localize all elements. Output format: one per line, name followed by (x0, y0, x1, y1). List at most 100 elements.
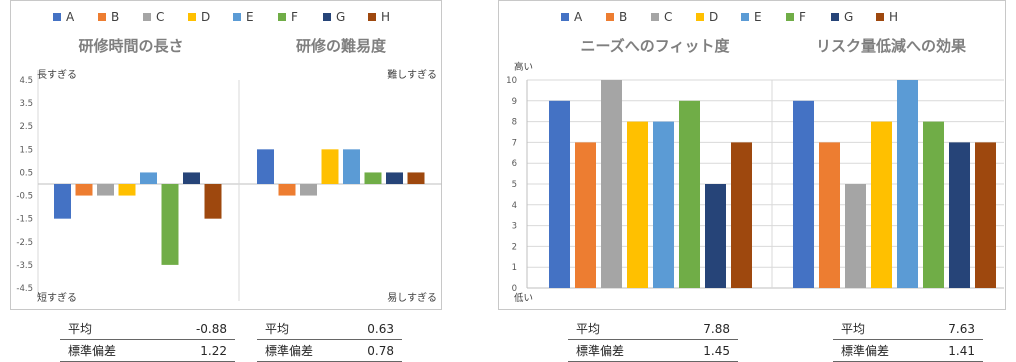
legend-label: H (889, 10, 898, 24)
y-tick-label: 3 (512, 222, 517, 232)
bar (204, 184, 222, 219)
bar (257, 149, 274, 184)
bar (975, 142, 996, 288)
panel-bottom-label: 短すぎる (37, 291, 77, 304)
legend-label: B (111, 10, 119, 24)
bar (793, 100, 814, 288)
bar (897, 80, 918, 288)
legend-label: F (291, 10, 298, 24)
y-top-label: 高い (514, 61, 533, 73)
bar (364, 172, 382, 184)
chart-left-svg: A B C D E F G H 4.5 3.5 2.5 1.5 0.5 -0.5 -1.5 -2.5 -3.5 -… (16, 10, 442, 304)
bar (54, 184, 71, 219)
y-tick-label: 0 (512, 284, 517, 294)
legend-swatch (741, 13, 749, 21)
legend-label: A (574, 10, 583, 24)
bar (118, 184, 136, 196)
y-tick-label: -2.5 (16, 238, 33, 248)
bar (75, 184, 93, 196)
y-tick-label: 10 (506, 76, 517, 86)
chart-left-panel: A B C D E F G H 4.5 3.5 2.5 1.5 0.5 -0.5 -1.5 -2.5 -3.5 -… (10, 0, 442, 310)
y-tick-label: -0.5 (16, 192, 33, 202)
stats-sd-label: 標準偏差 (568, 339, 633, 362)
panel-title: リスク量低減への効果 (816, 37, 967, 55)
bar (845, 184, 866, 288)
legend-label: B (619, 10, 627, 24)
legend-label: A (66, 10, 75, 24)
y-tick-label: 2.5 (19, 122, 33, 132)
legend-label: E (754, 10, 762, 24)
legend-swatch (233, 13, 241, 21)
stats-mean-label: 平均 (568, 318, 633, 340)
bar (407, 172, 425, 184)
bar (386, 172, 403, 184)
legend-swatch (53, 13, 61, 21)
legend-label: G (336, 10, 345, 24)
bar (140, 172, 157, 184)
legend-label: H (381, 10, 390, 24)
bar (278, 184, 296, 196)
stats-table-difficulty: 平均 0.63 標準偏差 0.78 (257, 318, 403, 362)
legend-label: D (709, 10, 718, 24)
bar (549, 100, 570, 288)
bar (679, 100, 700, 288)
bar (183, 172, 200, 184)
y-tick-label: 9 (512, 97, 517, 107)
y-tick-label: 5 (512, 180, 517, 190)
y-tick-label: 4.5 (19, 76, 33, 86)
y-tick-label: -1.5 (16, 215, 33, 225)
legend-swatch (278, 13, 286, 21)
legend-swatch (98, 13, 106, 21)
stats-sd-label: 標準偏差 (60, 339, 125, 362)
y-tick-label: 7 (512, 138, 517, 148)
bar (97, 184, 114, 196)
legend-label: G (844, 10, 853, 24)
stats-mean-value: -0.88 (124, 318, 236, 340)
stats-sd-label: 標準偏差 (833, 339, 898, 362)
bar (575, 142, 596, 288)
y-tick-label: -3.5 (16, 261, 33, 271)
stats-table-time: 平均 -0.88 標準偏差 1.22 (60, 318, 236, 362)
y-tick-label: 3.5 (19, 99, 33, 109)
legend-swatch (876, 13, 884, 21)
legend-swatch (831, 13, 839, 21)
stats-mean-label: 平均 (60, 318, 125, 340)
stats-mean-label: 平均 (257, 318, 322, 340)
bar (731, 142, 752, 288)
legend-swatch (561, 13, 569, 21)
panel-title: ニーズへのフィット度 (581, 37, 731, 55)
stats-sd-value: 1.22 (124, 339, 236, 362)
panel-title: 研修の難易度 (296, 37, 387, 55)
chart-right-panel: A B C D E F G H 10 9 8 7 6 5 4 3 2 1 0 高い 低い ニーズへのフィット度 リスク量低減… (498, 0, 1006, 310)
y-bottom-label: 低い (514, 292, 533, 304)
y-tick-label: 8 (512, 118, 517, 128)
stats-sd-value: 0.78 (321, 339, 403, 362)
bar (923, 121, 944, 288)
stats-sd-value: 1.41 (897, 339, 984, 362)
legend-swatch (786, 13, 794, 21)
bar (343, 149, 360, 184)
bar (871, 121, 892, 288)
legend-swatch (368, 13, 376, 21)
legend-label: E (246, 10, 254, 24)
y-tick-label: -4.5 (16, 284, 33, 294)
stats-mean-value: 7.88 (632, 318, 739, 340)
stats-mean-label: 平均 (833, 318, 898, 340)
bar (705, 184, 726, 288)
panel-title: 研修時間の長さ (78, 37, 183, 55)
bar (949, 142, 970, 288)
bar (321, 149, 339, 184)
legend-label: F (799, 10, 806, 24)
legend-label: C (664, 10, 672, 24)
stats-mean-value: 0.63 (321, 318, 403, 340)
bar (161, 184, 179, 265)
bar (601, 80, 622, 288)
panel-bottom-label: 易しすぎる (387, 291, 437, 304)
legend-swatch (323, 13, 331, 21)
stats-table-risk: 平均 7.63 標準偏差 1.41 (833, 318, 984, 362)
panel-top-label: 難しすぎる (387, 68, 437, 81)
legend-swatch (651, 13, 659, 21)
y-tick-label: 0.5 (19, 168, 33, 178)
panel-top-label: 長すぎる (37, 68, 77, 81)
y-tick-label: 6 (512, 159, 517, 169)
